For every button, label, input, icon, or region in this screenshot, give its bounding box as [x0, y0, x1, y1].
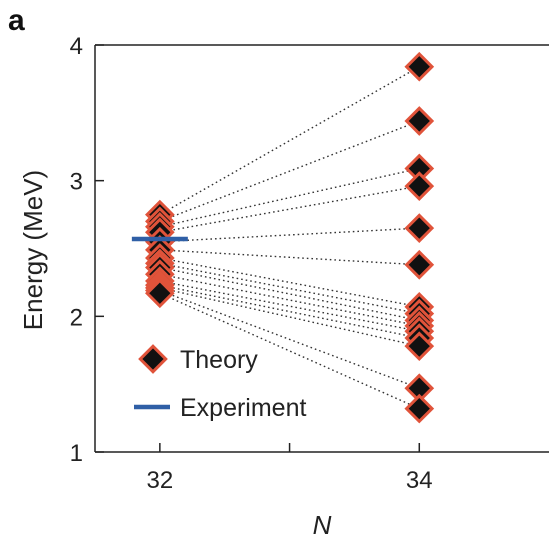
y-tick-label: 3 [70, 169, 83, 196]
legend-experiment-label: Experiment [180, 394, 306, 422]
connector-lines [159, 66, 420, 410]
theory-markers [145, 51, 435, 424]
theory-point [404, 171, 435, 201]
theory-point [404, 51, 435, 82]
x-tick-label: 32 [147, 467, 174, 494]
connector-line [159, 66, 420, 216]
connector-line [159, 167, 420, 228]
x-tick-label: 34 [406, 467, 433, 494]
connector-line [159, 185, 420, 233]
connector-line [159, 227, 420, 243]
theory-point [404, 393, 435, 424]
y-tick-label: 2 [70, 304, 83, 331]
y-ticks: 1 2 3 4 [70, 33, 104, 467]
connector-line [159, 266, 420, 322]
x-axis-title: N [313, 510, 332, 540]
x-ticks: 32 34 [147, 443, 433, 494]
y-tick-label: 4 [70, 33, 83, 60]
theory-point [404, 331, 435, 362]
connector-line [159, 257, 420, 308]
connector-line [159, 289, 420, 389]
legend-theory-label: Theory [180, 346, 258, 374]
theory-point [404, 153, 435, 184]
connector-line [159, 249, 420, 266]
legend: Theory Experiment [134, 344, 306, 422]
connector-line [159, 120, 420, 223]
theory-point [404, 249, 435, 280]
y-axis-title: Energy (MeV) [18, 170, 48, 330]
legend-theory-marker [138, 344, 168, 374]
connector-line [159, 284, 420, 339]
theory-point [404, 213, 435, 243]
connector-line [159, 273, 420, 327]
connector-line [159, 287, 420, 347]
connector-line [159, 292, 420, 410]
theory-point [404, 373, 435, 404]
theory-point [145, 278, 175, 309]
panel-label: a [8, 4, 25, 37]
y-tick-label: 1 [70, 440, 83, 467]
connector-line [159, 280, 420, 332]
connector-line [159, 262, 420, 315]
theory-point [404, 106, 435, 136]
